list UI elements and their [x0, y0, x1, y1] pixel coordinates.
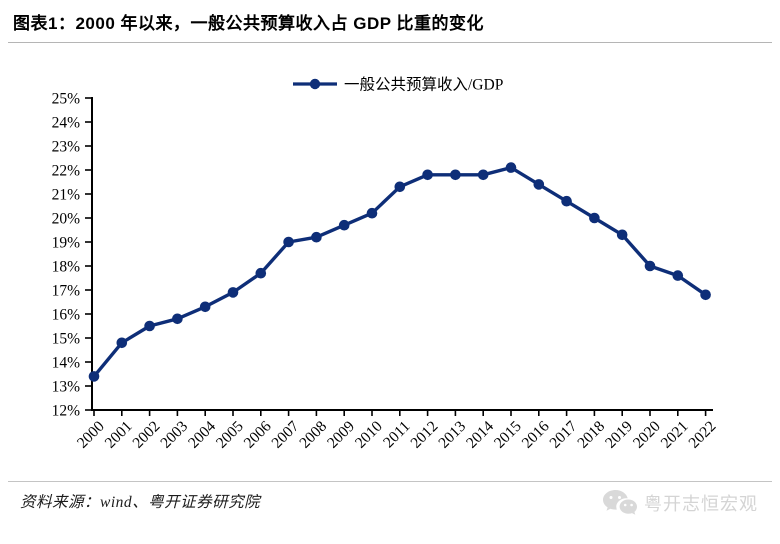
x-tick-label: 2002: [129, 418, 163, 452]
watermark: 粤开志恒宏观: [601, 488, 758, 518]
data-point: [116, 337, 128, 349]
data-point: [616, 229, 628, 241]
x-tick-label: 2017: [546, 418, 580, 452]
data-point: [450, 169, 461, 181]
data-point: [700, 289, 711, 301]
data-point: [338, 219, 350, 231]
x-tick-label: 2003: [157, 418, 191, 452]
footer: 资料来源：wind、粤开证券研究院 粤开志恒宏观: [8, 481, 772, 544]
x-tick-label: 2004: [185, 418, 219, 452]
data-point: [255, 267, 267, 279]
data-point: [533, 179, 545, 190]
legend-label: 一般公共预算收入/GDP: [344, 75, 503, 94]
y-tick-label: 21%: [52, 187, 81, 204]
y-tick-label: 12%: [52, 403, 81, 420]
wechat-icon: [603, 490, 637, 515]
data-point: [477, 169, 489, 181]
x-tick-label: 2018: [574, 418, 608, 452]
y-tick-label: 18%: [52, 259, 81, 276]
y-tick-label: 24%: [52, 115, 81, 132]
x-tick-label: 2005: [213, 418, 247, 452]
x-tick-label: 2014: [463, 418, 497, 452]
legend-swatch-marker: [309, 78, 321, 90]
data-point: [88, 371, 100, 382]
y-tick-label: 16%: [52, 307, 81, 324]
y-tick-label: 15%: [52, 331, 81, 348]
x-tick-label: 2009: [324, 418, 358, 452]
data-point: [199, 301, 211, 313]
data-point: [311, 231, 322, 243]
x-tick-label: 2021: [658, 418, 692, 452]
y-tick-label: 20%: [52, 211, 81, 228]
y-tick-label: 13%: [52, 379, 81, 396]
data-point: [366, 207, 378, 219]
y-tick-label: 17%: [52, 283, 81, 300]
x-tick-label: 2012: [407, 418, 441, 452]
watermark-label: 粤开志恒宏观: [644, 494, 758, 514]
x-tick-label: 2010: [352, 418, 386, 452]
data-point: [227, 287, 239, 298]
data-point: [589, 212, 600, 224]
x-tick-label: 2019: [602, 418, 636, 452]
x-tick-label: 2006: [241, 418, 275, 452]
y-tick-label: 14%: [52, 355, 81, 372]
x-tick-label: 2016: [519, 418, 553, 452]
x-tick-label: 2001: [102, 418, 136, 452]
x-tick-label: 2013: [435, 418, 469, 452]
x-tick-label: 2000: [74, 418, 108, 452]
data-point: [422, 169, 433, 181]
line-chart: 一般公共预算收入/GDP 12% 13% 14% 15% 16% 17% 18% 19% 20% 2…: [52, 75, 720, 452]
x-tick-label: 2008: [296, 418, 330, 452]
x-tick-label: 2007: [268, 418, 302, 452]
y-tick-label: 22%: [52, 163, 81, 180]
data-point: [144, 320, 155, 332]
y-tick-label: 23%: [52, 139, 81, 156]
header: 图表1：2000 年以来，一般公共预算收入占 GDP 比重的变化: [8, 0, 772, 43]
data-point: [672, 270, 684, 281]
data-point: [644, 260, 656, 272]
y-tick-label: 25%: [52, 91, 81, 108]
x-tick-label: 2020: [630, 418, 664, 452]
x-tick-label: 2015: [491, 418, 525, 452]
data-point: [172, 313, 183, 325]
source-note: 资料来源：wind、粤开证券研究院: [20, 494, 261, 511]
x-tick-label: 2011: [380, 418, 414, 452]
data-point: [505, 162, 517, 173]
data-line: [92, 165, 708, 379]
x-tick-label: 2022: [685, 418, 719, 452]
data-point: [394, 181, 406, 193]
y-tick-label: 19%: [52, 235, 81, 252]
data-point: [561, 195, 572, 207]
data-point: [283, 236, 294, 248]
chart-title: 图表1：2000 年以来，一般公共预算收入占 GDP 比重的变化: [13, 14, 484, 33]
